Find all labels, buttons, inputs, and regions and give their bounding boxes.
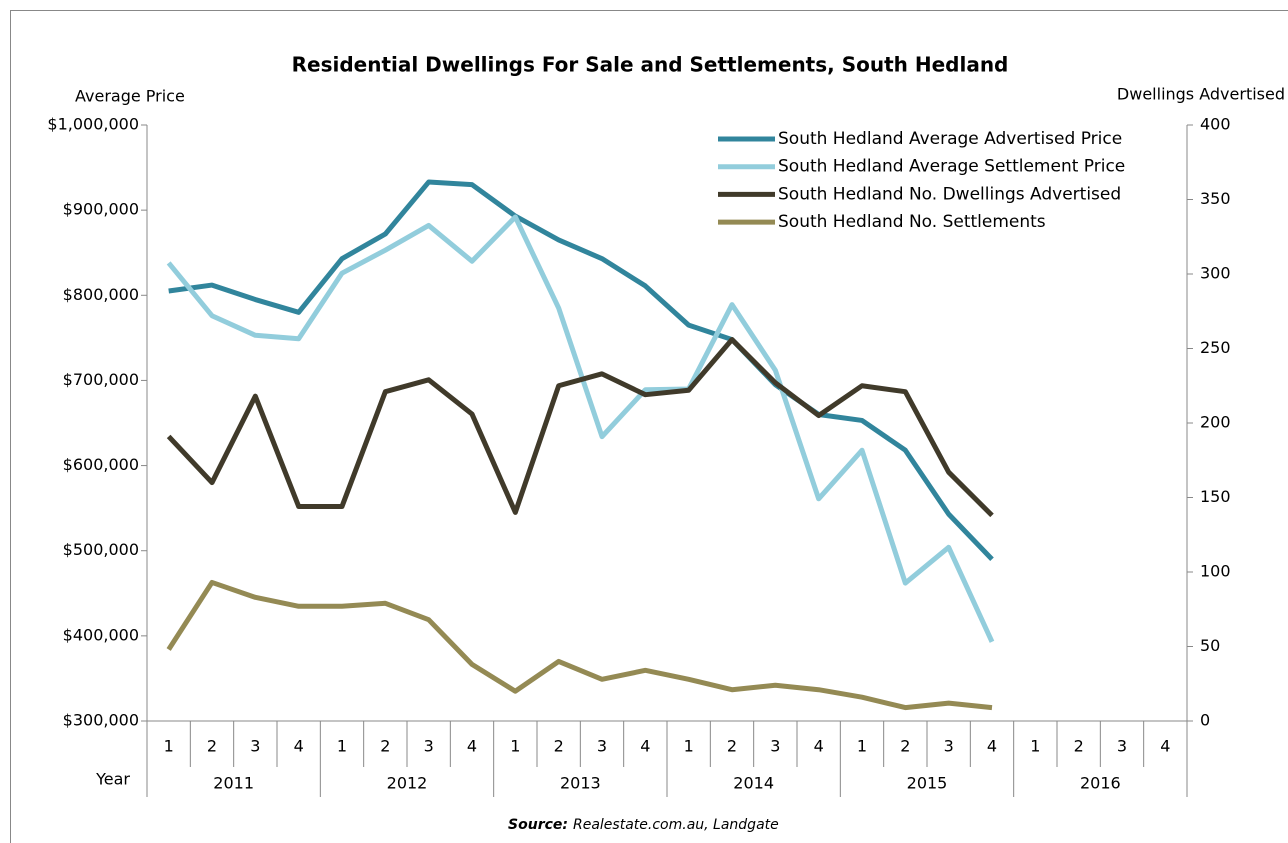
y2-tick-label: 50 bbox=[1200, 636, 1220, 655]
source-label: Source: bbox=[508, 817, 568, 833]
x-tick-label: 2 bbox=[207, 737, 217, 756]
x-tick-label: 4 bbox=[467, 737, 477, 756]
x-tick-label: 1 bbox=[857, 737, 867, 756]
x-tick-label: 4 bbox=[294, 737, 304, 756]
x-tick-label: 3 bbox=[597, 737, 607, 756]
chart-title: Residential Dwellings For Sale and Settl… bbox=[292, 53, 1009, 77]
year-label: 2012 bbox=[387, 774, 428, 793]
x-tick-label: 3 bbox=[1117, 737, 1127, 756]
x-tick-label: 4 bbox=[987, 737, 997, 756]
year-label: 2014 bbox=[733, 774, 774, 793]
x-tick-label: 3 bbox=[250, 737, 260, 756]
y2-tick-label: 400 bbox=[1200, 115, 1231, 134]
x-tick-label: 3 bbox=[944, 737, 954, 756]
x-tick-label: 2 bbox=[1074, 737, 1084, 756]
y2-tick-label: 300 bbox=[1200, 264, 1231, 283]
x-tick-label: 4 bbox=[1160, 737, 1170, 756]
legend-label: South Hedland Average Settlement Price bbox=[778, 157, 1125, 177]
x-tick-label: 2 bbox=[727, 737, 737, 756]
year-label: 2011 bbox=[213, 774, 254, 793]
y-tick-label: $800,000 bbox=[63, 285, 139, 304]
x-axis-label: Year bbox=[95, 770, 130, 789]
legend-label: South Hedland No. Settlements bbox=[778, 212, 1046, 232]
y2-tick-label: 100 bbox=[1200, 562, 1231, 581]
y2-tick-label: 200 bbox=[1200, 413, 1231, 432]
y-tick-label: $300,000 bbox=[63, 711, 139, 730]
y2-tick-label: 0 bbox=[1200, 711, 1210, 730]
x-tick-label: 4 bbox=[640, 737, 650, 756]
chart-frame bbox=[10, 10, 1288, 843]
y-tick-label: $400,000 bbox=[63, 625, 139, 644]
series-line bbox=[168, 179, 994, 561]
x-tick-label: 1 bbox=[510, 737, 520, 756]
x-tick-label: 1 bbox=[164, 737, 174, 756]
y2-tick-label: 150 bbox=[1200, 487, 1231, 506]
y2-axis-label: Dwellings Advertised bbox=[1117, 85, 1285, 104]
year-label: 2016 bbox=[1080, 774, 1121, 793]
x-tick-label: 4 bbox=[814, 737, 824, 756]
series-line bbox=[166, 337, 994, 518]
x-tick-label: 1 bbox=[337, 737, 347, 756]
source: Realestate.com.au, Landgate bbox=[573, 817, 779, 833]
x-tick-label: 3 bbox=[770, 737, 780, 756]
x-tick-label: 2 bbox=[554, 737, 564, 756]
y-tick-label: $500,000 bbox=[63, 540, 139, 559]
legend-label: South Hedland No. Dwellings Advertised bbox=[778, 184, 1121, 204]
x-tick-label: 2 bbox=[900, 737, 910, 756]
x-tick-label: 2 bbox=[380, 737, 390, 756]
x-tick-label: 1 bbox=[684, 737, 694, 756]
y-tick-label: $700,000 bbox=[63, 370, 139, 389]
y-axis-label: Average Price bbox=[75, 87, 185, 106]
y2-tick-label: 250 bbox=[1200, 338, 1231, 357]
year-label: 2015 bbox=[907, 774, 948, 793]
y-tick-label: $900,000 bbox=[63, 200, 139, 219]
year-label: 2013 bbox=[560, 774, 601, 793]
x-tick-label: 1 bbox=[1030, 737, 1040, 756]
x-tick-label: 3 bbox=[424, 737, 434, 756]
legend-label: South Hedland Average Advertised Price bbox=[778, 129, 1122, 149]
series-line bbox=[166, 579, 993, 711]
y-tick-label: $600,000 bbox=[63, 455, 139, 474]
series-line bbox=[166, 214, 995, 643]
y-tick-label: $1,000,000 bbox=[47, 115, 139, 134]
y2-tick-label: 350 bbox=[1200, 189, 1231, 208]
